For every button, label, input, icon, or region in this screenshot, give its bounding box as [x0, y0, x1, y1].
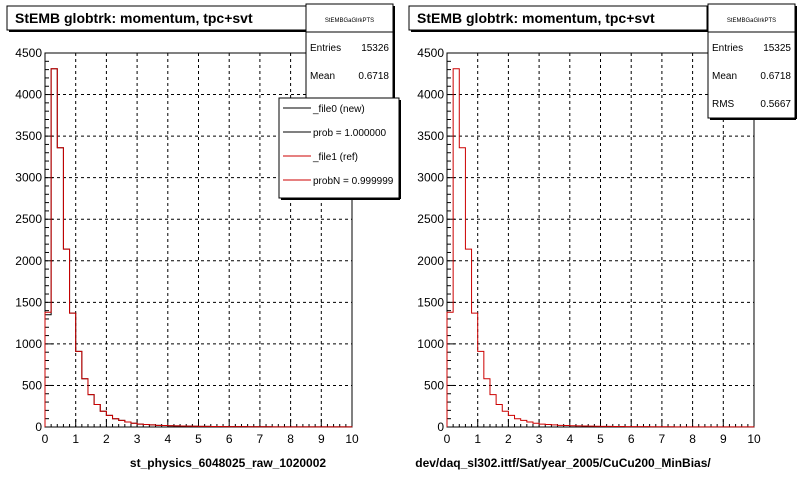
x-tick-label: 5 [597, 432, 604, 446]
y-tick-label: 1000 [15, 337, 42, 351]
stats-label: Mean [310, 71, 335, 82]
y-tick-label: 4500 [417, 46, 444, 60]
x-tick-label: 7 [257, 432, 264, 446]
title-box [6, 5, 308, 31]
y-tick-label: 0 [437, 420, 444, 434]
chart-title: StEMB globtrk: momentum, tpc+svt [417, 10, 655, 26]
x-tick-label: 4 [566, 432, 573, 446]
legend-entry: prob = 1.000000 [313, 128, 387, 139]
chart-panel-2: 0 1 2 3 4 5 6 7 8 9 10 0 500 1000 1500 2000 2500 3000 3500… [408, 3, 797, 470]
stats-value: 0.6718 [760, 71, 791, 82]
legend: _file0 (new) prob = 1.000000 _file1 (ref) p… [278, 97, 401, 200]
y-tick-label: 4500 [15, 46, 42, 60]
x-axis-label: dev/daq_sl302.ittf/Sat/year_2005/CuCu200… [415, 456, 711, 470]
stats-value: 15326 [361, 43, 389, 54]
x-tick-label: 7 [659, 432, 666, 446]
x-tick-label: 0 [42, 432, 49, 446]
x-tick-label: 9 [318, 432, 325, 446]
chart-panel-1: 0 1 2 3 4 5 6 7 8 9 10 0 500 1000 1500 2000 2500 3000 3500… [6, 3, 401, 470]
y-tick-label: 4000 [15, 88, 42, 102]
histogram-series-1 [446, 68, 755, 428]
stats-header: StEMBGaGlrkPTS [325, 18, 374, 24]
x-tick-label: 1 [474, 432, 481, 446]
y-tick-label: 500 [424, 378, 444, 392]
x-tick-label: 6 [226, 432, 233, 446]
x-tick-label: 10 [345, 432, 359, 446]
y-tick-label: 3500 [417, 129, 444, 143]
x-tick-label: 1 [72, 432, 79, 446]
legend-entries: _file0 (new) prob = 1.000000 _file1 (ref) p… [283, 104, 394, 187]
legend-entry: _file0 (new) [312, 104, 365, 115]
legend-entry: _file1 (ref) [312, 152, 358, 163]
x-axis-label: st_physics_6048025_raw_1020002 [130, 456, 326, 470]
y-tick-label: 500 [22, 378, 42, 392]
stats-value: 15325 [763, 43, 791, 54]
y-tick-label: 1500 [417, 295, 444, 309]
stats-label: RMS [712, 99, 735, 110]
y-tick-label: 3500 [15, 129, 42, 143]
stats-label: Entries [712, 43, 743, 54]
y-tick-label: 2500 [15, 212, 42, 226]
title-box [408, 5, 708, 31]
x-tick-label: 10 [747, 432, 761, 446]
y-tick-label: 1000 [417, 337, 444, 351]
legend-entry: probN = 0.999999 [313, 176, 394, 187]
y-tick-label: 3000 [15, 171, 42, 185]
x-tick-label: 8 [689, 432, 696, 446]
x-tick-label: 5 [195, 432, 202, 446]
y-tick-label: 0 [35, 420, 42, 434]
histogram-series-2 [44, 68, 353, 428]
x-tick-label: 0 [444, 432, 451, 446]
x-tick-label: 3 [536, 432, 543, 446]
y-tick-label: 2000 [15, 254, 42, 268]
chart-title: StEMB globtrk: momentum, tpc+svt [15, 10, 253, 26]
y-tick-label: 4000 [417, 88, 444, 102]
x-tick-label: 6 [628, 432, 635, 446]
x-tick-label: 3 [134, 432, 141, 446]
stats-header: StEMBGaGlrkPTS [727, 18, 776, 24]
stats-label: Entries [310, 43, 341, 54]
stats-value: 0.6718 [358, 71, 389, 82]
legend-box [278, 97, 400, 199]
stats-value: 0.5667 [760, 99, 791, 110]
stats-label: Mean [712, 71, 737, 82]
x-tick-label: 9 [720, 432, 727, 446]
y-tick-label: 2500 [417, 212, 444, 226]
y-tick-label: 3000 [417, 171, 444, 185]
y-tick-label: 1500 [15, 295, 42, 309]
x-tick-label: 4 [164, 432, 171, 446]
x-tick-label: 2 [505, 432, 512, 446]
x-tick-label: 8 [287, 432, 294, 446]
stats-box [707, 3, 796, 119]
y-tick-label: 2000 [417, 254, 444, 268]
x-tick-label: 2 [103, 432, 110, 446]
